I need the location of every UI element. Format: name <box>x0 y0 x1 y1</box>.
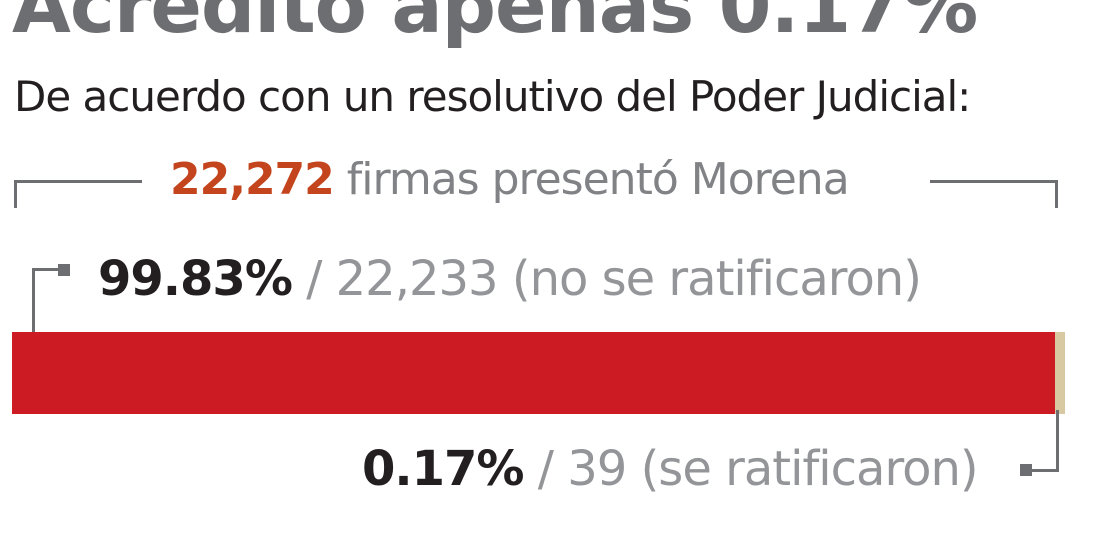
minority-connector-horizontal <box>1024 469 1059 472</box>
stacked-bar <box>12 332 1065 414</box>
majority-connector-horizontal <box>32 268 68 271</box>
minority-count: / 39 <box>537 441 628 497</box>
majority-label: 99.83% / 22,233 (no se ratificaron) <box>98 250 922 308</box>
bar-segment-se-ratificaron <box>1055 332 1065 414</box>
total-number: 22,272 <box>170 154 335 205</box>
chart-title: Acreditó apenas 0.17% <box>12 0 978 50</box>
bar-segment-no-se-ratificaron <box>12 332 1055 414</box>
majority-count: / 22,233 <box>306 251 498 307</box>
minority-label: 0.17% / 39 (se ratificaron) <box>362 440 979 498</box>
total-label: 22,272 firmas presentó Morena <box>170 152 850 208</box>
bracket-left-tick <box>14 180 17 208</box>
chart-subtitle: De acuerdo con un resolutivo del Poder J… <box>14 72 971 121</box>
minority-connector-vertical <box>1056 410 1059 472</box>
total-bracket: 22,272 firmas presentó Morena <box>0 152 1080 212</box>
majority-description: (no se ratificaron) <box>511 251 922 307</box>
majority-percent: 99.83% <box>98 251 293 307</box>
minority-description: (se ratificaron) <box>640 441 979 497</box>
bracket-right-tick <box>1055 180 1058 208</box>
bracket-right-horizontal <box>930 180 1058 183</box>
total-text: firmas presentó Morena <box>346 154 850 205</box>
minority-percent: 0.17% <box>362 441 525 497</box>
minority-connector-dot <box>1020 464 1032 476</box>
majority-connector-dot <box>58 264 70 276</box>
majority-connector-vertical <box>32 268 35 348</box>
bracket-left-horizontal <box>14 180 142 183</box>
